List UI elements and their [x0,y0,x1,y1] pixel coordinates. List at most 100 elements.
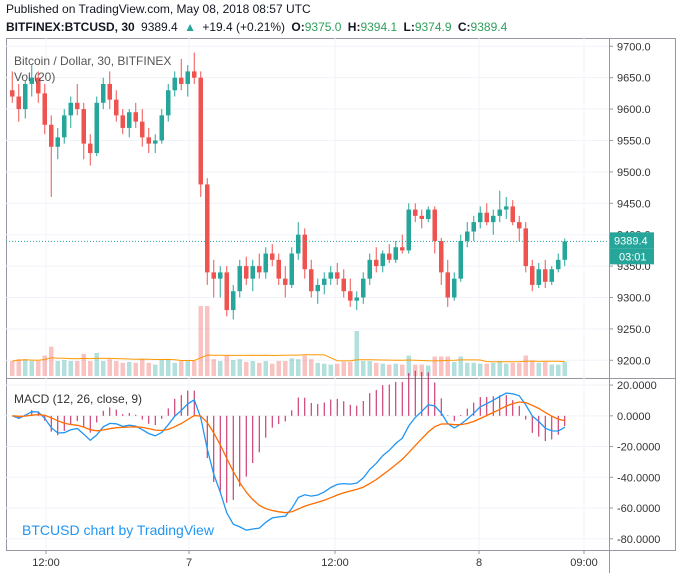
grid-lines [6,38,609,550]
volume-bar [276,361,281,376]
candle-body [361,278,366,298]
candle-body [510,206,515,223]
volume-bar [211,359,216,376]
macd-tick-label: -20.0000 [617,442,660,454]
volume-bar [231,360,236,376]
candle-body [400,247,405,251]
price-tick-label: 9500.0 [617,167,651,179]
volume-bar [387,364,392,376]
volume-bar [309,359,314,376]
candle-body [465,231,470,241]
price-tick-label: 9650.0 [617,73,651,85]
volume-bar [101,361,106,376]
volume-bar [471,362,476,376]
volume-bar [400,364,405,376]
high-value: 9394.1 [360,20,398,34]
volume-bar [205,306,210,376]
candle-body [322,278,327,285]
volume-bar [452,361,457,376]
candle-body [159,115,164,141]
volume-bar [16,359,21,376]
volume-bar [107,359,112,376]
candle-body [276,259,281,279]
volume-bar [393,363,398,376]
candle-body [523,228,528,267]
volume-bar [523,355,528,376]
candle-body [406,209,411,251]
macd-line [12,392,566,531]
candle-body [185,71,190,84]
volume-bar [504,363,509,376]
candle-body [458,240,463,279]
candle-body [426,209,431,219]
volume-bar [88,361,93,376]
candle-body [517,222,522,229]
volume-bar [374,362,379,376]
candle-body [504,206,509,210]
candle-body [328,272,333,279]
candle-body [237,266,242,292]
candle-body [413,209,418,216]
candle-body [140,121,145,138]
volume-bar [543,361,548,376]
candle-body [68,102,73,116]
volume-bar [75,361,80,376]
candle-body [211,272,216,279]
volume-bar [510,362,515,376]
candle-body [478,212,483,223]
volume-bar [556,364,561,376]
candle-body [497,209,502,216]
chart-canvas[interactable]: 9700.09650.09600.09550.09500.09450.09400… [6,38,676,574]
volume-bar [166,359,171,376]
candle-body [36,77,41,94]
volume-bar [478,363,483,376]
volume-bar [218,361,223,376]
candle-body [146,137,151,144]
candle-body [153,140,158,144]
candle-body [549,269,554,282]
time-tick-label: 12:00 [32,557,60,569]
candle-body [166,90,171,116]
last-price: 9389.4 [141,20,178,34]
price-tick-label: 9600.0 [617,104,651,116]
volume-bar [244,361,249,376]
volume-bar [270,363,275,376]
candle-body [55,137,60,147]
candle-body [302,234,307,270]
volume-bar [445,356,450,376]
volume-bar [179,361,184,376]
candle-body [335,272,340,279]
volume-bar [250,361,255,376]
open-label: O: [291,20,305,34]
volume-bar [536,362,541,376]
volume-bar [296,359,301,376]
volume-bar [159,360,164,376]
volume-bar [114,361,119,376]
volume-bar [380,363,385,376]
candle-body [491,215,496,223]
volume-bar [198,306,203,376]
volume-bar [406,355,411,376]
low-label: L: [403,20,415,34]
volume-bar [10,361,15,376]
volume-bar [419,364,424,376]
volume-bar [289,358,294,376]
volume-bar [517,362,522,376]
candle-body [172,77,177,91]
volume-bar [335,363,340,376]
volume-bars [10,306,567,376]
volume-bar [315,362,320,376]
low-value: 9374.9 [414,20,452,34]
candle-body [543,269,548,282]
volume-bar [426,365,431,376]
candle-body [133,112,138,122]
volume-ma-line [12,354,565,363]
price-tick-label: 9300.0 [617,292,651,304]
volume-bar [491,362,496,376]
candle-body [556,259,561,270]
close-value: 9389.4 [470,20,508,34]
candle-body [23,83,28,110]
high-label: H: [347,20,361,34]
volume-bar [432,356,437,376]
candle-body [315,284,320,292]
